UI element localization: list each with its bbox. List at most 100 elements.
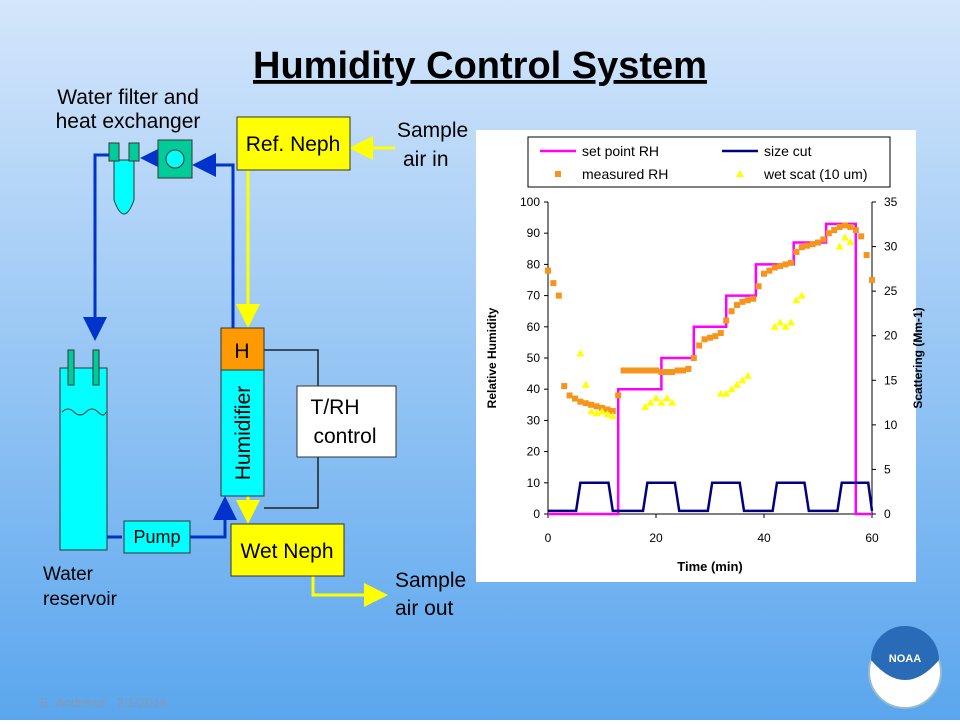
data-point [653,367,659,374]
tube [67,349,75,386]
label-line: air in [403,148,449,171]
data-point [545,267,551,274]
water-pipe [192,153,235,328]
data-point [642,367,649,374]
data-point [770,322,779,330]
series-line [548,481,874,513]
data-point [788,259,794,266]
data-point [771,264,778,271]
data-point [604,406,611,413]
data-point [668,398,677,406]
footer: E. Andrews 2/1/2016 [40,695,167,710]
data-point [646,398,655,406]
label-line: Sample [397,119,468,142]
y-tick-label: 0 [533,507,540,521]
y2-tick-label: 10 [884,418,898,432]
label-line: Water [43,564,94,585]
data-point [792,296,801,304]
data-point [782,261,789,268]
data-point [608,411,617,419]
data-point [727,385,736,393]
control-label: T/RH control [311,396,377,448]
data-point [733,380,741,388]
y2-tick-label: 15 [884,373,898,387]
data-point [609,408,616,415]
data-point [701,336,708,343]
data-point [652,394,660,402]
y-tick-label: 100 [520,195,540,209]
humidifier-box [220,369,265,497]
data-point [716,389,725,397]
water-level [61,408,107,416]
data-point [582,400,589,407]
legend-label: set point RH [582,143,659,159]
y2-tick-label: 20 [884,329,898,343]
wet-neph-box [230,523,345,577]
filter-cap [128,142,140,162]
reservoir-label: Water reservoir [43,564,118,610]
data-point [815,239,821,246]
tube [92,349,100,386]
data-point [755,283,762,290]
legend-label: wet scat (10 um) [763,166,867,182]
data-point [869,277,875,283]
data-point [739,298,746,305]
data-point [797,291,806,299]
y-tick-label: 10 [527,476,541,490]
data-point [831,227,838,234]
pipes [83,136,395,607]
data-point [587,407,596,415]
x-tick-label: 60 [865,531,879,545]
y2-tick-label: 5 [884,462,891,476]
data-point [572,395,578,402]
data-point [766,267,773,274]
chart: 0 10 20 30 40 50 60 70 80 90 100 0 5 10 15 20 25 30 35 0 20 4… [485,143,925,574]
data-point [555,292,562,299]
data-point [761,270,767,277]
data-point [836,223,843,230]
data-point [798,244,805,251]
data-point [728,308,735,315]
data-point [647,367,654,374]
legend-label: measured RH [582,166,668,182]
y2-tick-label: 35 [884,195,898,209]
y-tick-label: 50 [527,351,541,365]
data-point [593,403,600,410]
data-point [685,365,692,372]
wet-neph-label: Wet Neph [241,540,334,563]
heater-label: H [234,340,249,363]
data-point [707,334,713,341]
label-line: reservoir [43,589,118,610]
data-point [776,318,785,326]
label-line: heat exchanger [56,110,201,133]
data-point [738,376,747,384]
water-pipe [190,496,237,539]
data-point [631,367,638,374]
humidifier-label: Humidifier [232,386,255,481]
heat-exchanger-icon [165,149,185,169]
data-point [658,369,665,376]
label-line: control [313,425,376,448]
data-point [626,367,632,374]
logo-text: NOAA [889,653,921,665]
wire [264,457,319,509]
data-point [662,394,671,402]
pump-label: Pump [133,527,180,547]
control-box [296,385,397,458]
data-point [744,297,751,304]
x-tick-label: 40 [757,531,771,545]
y-tick-label: 70 [527,289,541,303]
data-point [743,371,752,379]
data-point [863,252,870,259]
y2-axis-label: Scattering (Mm-1) [911,307,925,408]
data-point [636,367,643,374]
sample-in-label: Sample air in [397,119,468,171]
y2-tick-label: 25 [884,284,898,298]
reservoir [59,367,108,551]
data-point [781,322,790,330]
data-point [550,280,557,287]
label-line: T/RH [311,396,360,419]
pump-box [123,520,191,554]
y-tick-label: 80 [527,257,541,271]
